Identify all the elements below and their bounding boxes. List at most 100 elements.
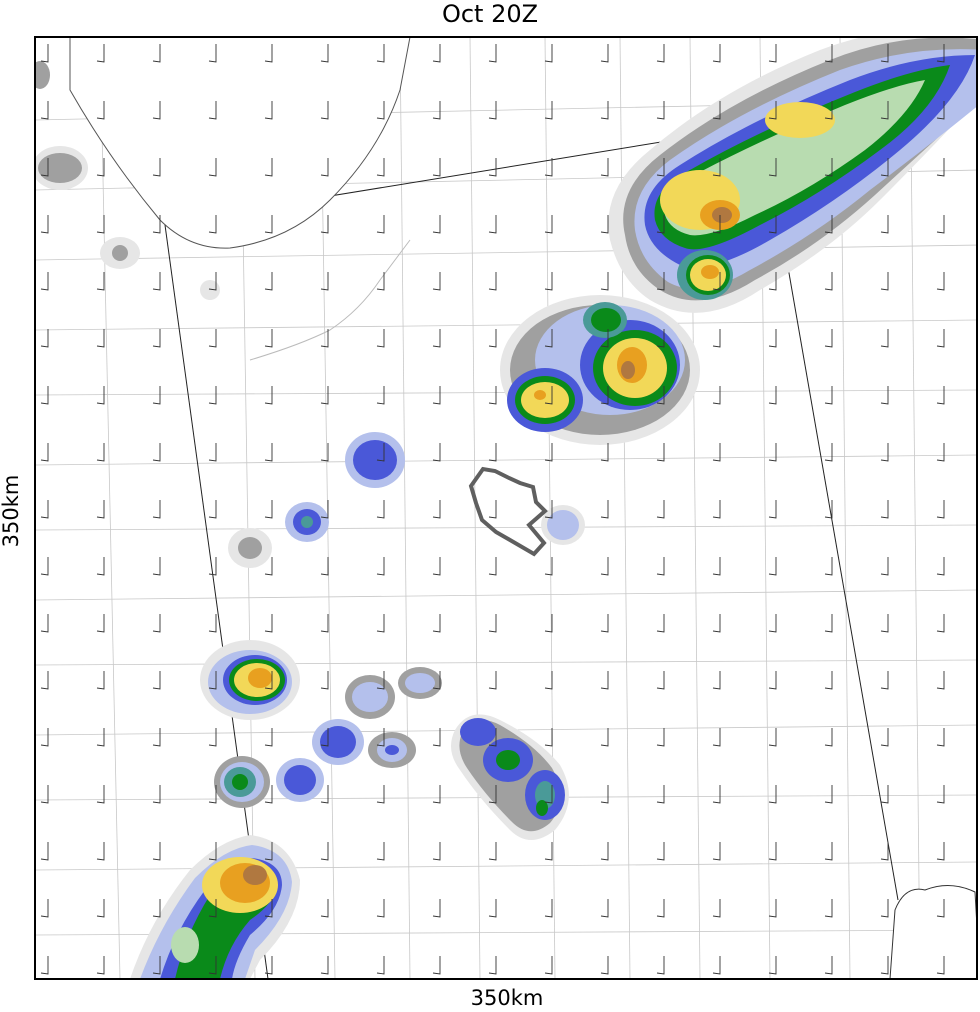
- wind-barb-icon: [208, 443, 217, 462]
- wind-barb-icon: [264, 728, 273, 747]
- wind-barb-icon: [320, 44, 329, 63]
- wind-barb-icon: [936, 557, 945, 576]
- wind-barb-icon: [824, 44, 833, 63]
- wind-barb-icon: [768, 215, 777, 234]
- wind-barb-icon: [376, 329, 385, 348]
- wind-barb-icon: [376, 785, 385, 804]
- wind-barb-icon: [824, 956, 833, 975]
- wind-barb-icon: [712, 386, 721, 405]
- precipitation-cells: [35, 37, 977, 979]
- wind-barb-icon: [152, 443, 161, 462]
- wind-barb-icon: [712, 899, 721, 918]
- wind-barb-icon: [152, 728, 161, 747]
- wind-barb-icon: [544, 899, 553, 918]
- wind-barb-icon: [600, 386, 609, 405]
- wind-barb-icon: [600, 443, 609, 462]
- wind-barb-icon: [712, 956, 721, 975]
- wind-barb-icon: [208, 728, 217, 747]
- map-title: Oct 20Z: [441, 0, 539, 28]
- wind-barb-icon: [488, 386, 497, 405]
- wind-barb-icon: [936, 101, 945, 120]
- wind-barb-icon: [320, 272, 329, 291]
- wind-barb-icon: [264, 671, 273, 690]
- wind-barb-icon: [824, 215, 833, 234]
- wind-barb-icon: [152, 158, 161, 177]
- wind-barb-icon: [936, 500, 945, 519]
- wind-barb-icon: [656, 557, 665, 576]
- wind-barb-icon: [488, 329, 497, 348]
- wind-barb-icon: [96, 101, 105, 120]
- wind-barb-icon: [936, 956, 945, 975]
- wind-barb-icon: [824, 386, 833, 405]
- wind-barb-icon: [96, 386, 105, 405]
- wind-barb-icon: [96, 329, 105, 348]
- wind-barb-icon: [208, 158, 217, 177]
- wind-barb-icon: [432, 158, 441, 177]
- wind-barb-icon: [488, 215, 497, 234]
- wind-barb-icon: [320, 101, 329, 120]
- wind-barb-icon: [768, 842, 777, 861]
- wind-barb-icon: [40, 272, 49, 291]
- wind-barb-icon: [40, 386, 49, 405]
- wind-barb-icon: [824, 671, 833, 690]
- wind-barb-icon: [96, 557, 105, 576]
- wind-barb-icon: [376, 386, 385, 405]
- wind-barb-icon: [432, 443, 441, 462]
- wind-barb-icon: [544, 842, 553, 861]
- wind-barb-icon: [96, 158, 105, 177]
- wind-barb-icon: [824, 158, 833, 177]
- wind-barb-icon: [880, 386, 889, 405]
- wind-barb-icon: [544, 500, 553, 519]
- wind-barb-icon: [544, 386, 553, 405]
- wind-barb-icon: [936, 728, 945, 747]
- wind-barb-icon: [656, 956, 665, 975]
- wind-barb-icon: [208, 44, 217, 63]
- wind-barb-icon: [152, 614, 161, 633]
- wind-barb-icon: [376, 443, 385, 462]
- wind-barb-icon: [936, 671, 945, 690]
- wind-barb-icon: [264, 386, 273, 405]
- wind-barb-icon: [712, 785, 721, 804]
- wind-barb-icon: [544, 614, 553, 633]
- wind-barb-icon: [488, 158, 497, 177]
- wind-barb-icon: [768, 785, 777, 804]
- wind-barb-icon: [768, 557, 777, 576]
- wind-barb-icon: [40, 500, 49, 519]
- wind-barb-icon: [320, 842, 329, 861]
- wind-barb-icon: [376, 500, 385, 519]
- wind-barb-icon: [488, 785, 497, 804]
- wind-barb-icon: [712, 44, 721, 63]
- wind-barb-icon: [656, 386, 665, 405]
- wind-barb-icon: [936, 386, 945, 405]
- wind-barb-icon: [376, 215, 385, 234]
- wind-barb-icon: [936, 899, 945, 918]
- wind-barb-icon: [40, 785, 49, 804]
- wind-barb-icon: [656, 329, 665, 348]
- wind-barb-icon: [96, 500, 105, 519]
- wind-barb-icon: [880, 443, 889, 462]
- wind-barb-icon: [544, 329, 553, 348]
- wind-barb-icon: [488, 728, 497, 747]
- wind-barb-icon: [600, 44, 609, 63]
- wind-barb-icon: [208, 272, 217, 291]
- wind-barb-icon: [768, 614, 777, 633]
- wind-barb-icon: [320, 443, 329, 462]
- wind-barb-icon: [376, 272, 385, 291]
- wind-barb-icon: [936, 44, 945, 63]
- wind-barb-icon: [824, 785, 833, 804]
- wind-barb-icon: [152, 899, 161, 918]
- wind-barb-icon: [320, 728, 329, 747]
- wind-barb-icon: [432, 899, 441, 918]
- wind-barb-icon: [432, 272, 441, 291]
- wind-barb-icon: [824, 557, 833, 576]
- wind-barb-icon: [712, 500, 721, 519]
- wind-barb-icon: [936, 329, 945, 348]
- wind-barb-icon: [152, 956, 161, 975]
- wind-barb-icon: [320, 215, 329, 234]
- river-line: [249, 239, 411, 361]
- wind-barb-icon: [712, 671, 721, 690]
- wind-barb-icon: [824, 443, 833, 462]
- map-frame: [34, 36, 978, 980]
- wind-barb-icon: [544, 785, 553, 804]
- wind-barb-icon: [432, 557, 441, 576]
